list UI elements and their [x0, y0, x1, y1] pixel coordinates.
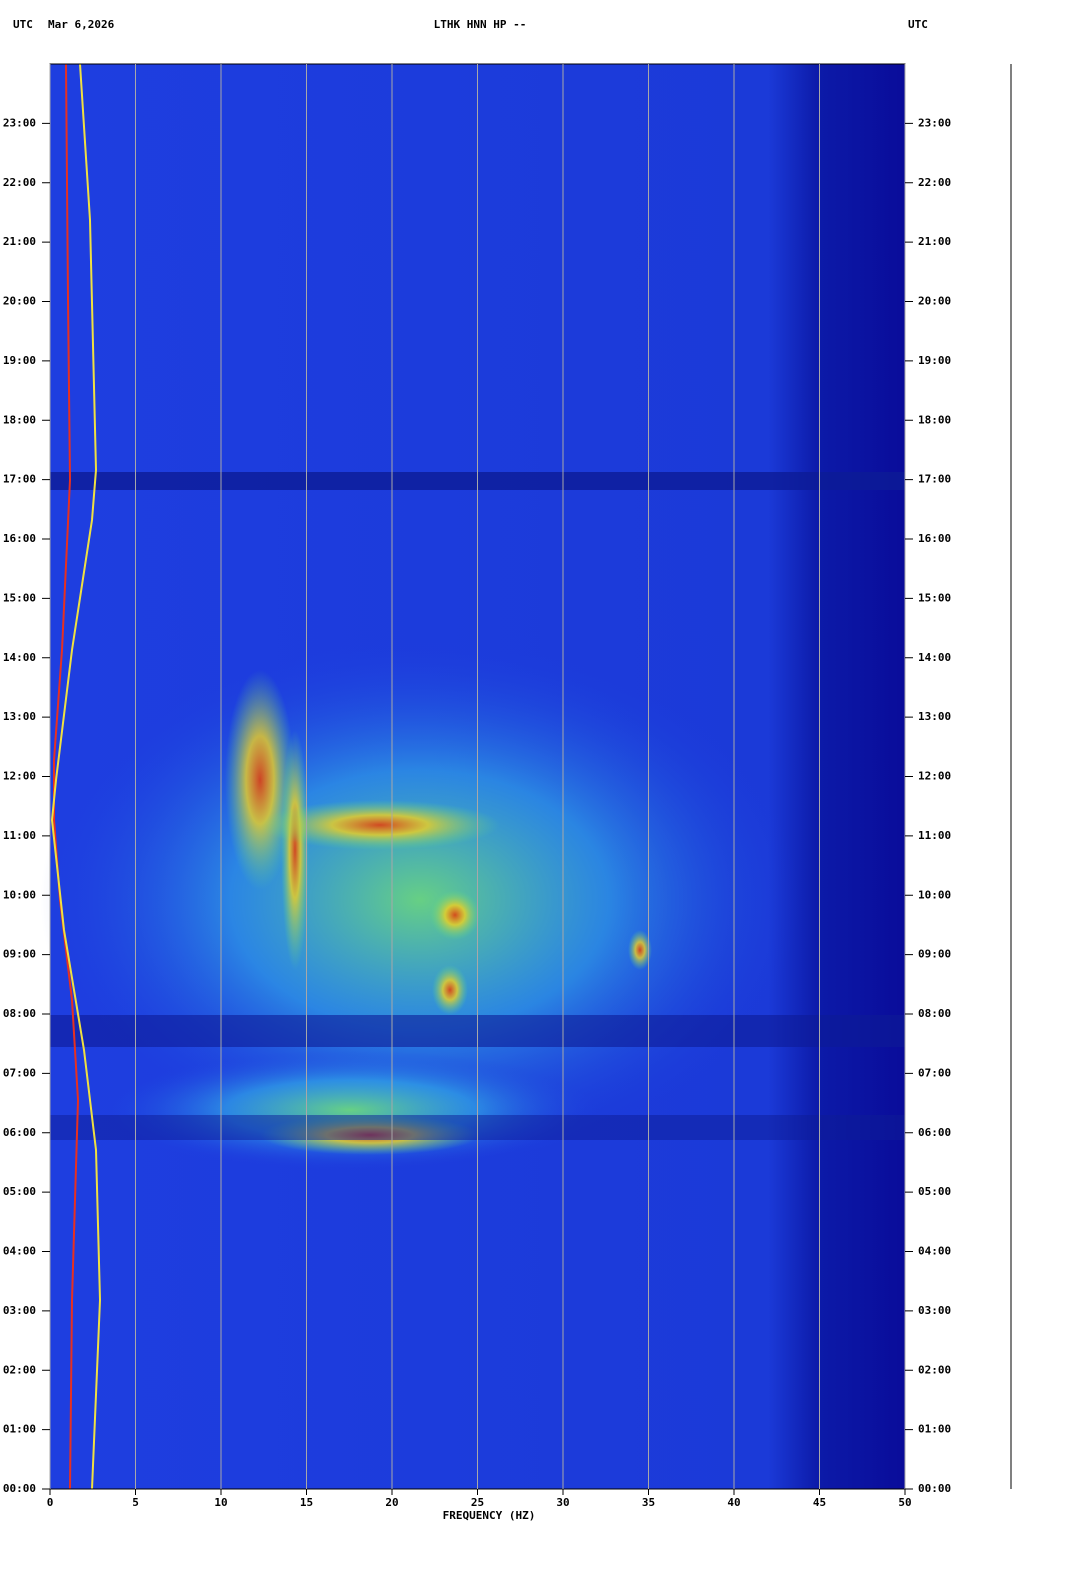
x-tick-label: 40 — [727, 1496, 740, 1509]
x-tick-label: 30 — [556, 1496, 569, 1509]
y-tick-label: 11:00 — [918, 829, 951, 842]
y-tick-label: 06:00 — [3, 1126, 36, 1139]
x-tick-label: 35 — [642, 1496, 655, 1509]
y-tick-label: 03:00 — [918, 1304, 951, 1317]
x-tick-label: 20 — [385, 1496, 398, 1509]
y-tick-label: 16:00 — [918, 532, 951, 545]
y-tick-label: 08:00 — [3, 1007, 36, 1020]
y-tick-label: 10:00 — [918, 888, 951, 901]
y-tick-label: 14:00 — [918, 651, 951, 664]
time-zone: UTC — [13, 18, 33, 31]
x-tick-label: 5 — [132, 1496, 139, 1509]
y-tick-label: 12:00 — [3, 770, 36, 783]
y-tick-label: 05:00 — [3, 1185, 36, 1198]
y-tick-label: 04:00 — [3, 1245, 36, 1258]
y-tick-label: 23:00 — [3, 116, 36, 129]
y-tick-label: 00:00 — [918, 1482, 951, 1495]
x-tick-label: 25 — [471, 1496, 484, 1509]
x-tick-label: 50 — [898, 1496, 911, 1509]
y-tick-label: 12:00 — [918, 770, 951, 783]
spectrogram — [40, 63, 905, 1490]
y-tick-label: 20:00 — [3, 295, 36, 308]
x-axis-label: FREQUENCY (HZ) — [443, 1509, 536, 1522]
energy-region — [260, 800, 500, 850]
y-tick-label: 19:00 — [3, 354, 36, 367]
y-tick-label: 21:00 — [918, 235, 951, 248]
energy-region — [281, 730, 309, 970]
y-tick-label: 06:00 — [918, 1126, 951, 1139]
y-tick-label: 18:00 — [918, 413, 951, 426]
date: Mar 6,2026 — [48, 18, 115, 31]
y-tick-label: 15:00 — [918, 591, 951, 604]
y-tick-label: 05:00 — [918, 1185, 951, 1198]
y-tick-label: 22:00 — [918, 176, 951, 189]
y-tick-label: 16:00 — [3, 532, 36, 545]
y-tick-label: 17:00 — [918, 473, 951, 486]
x-tick-label: 15 — [300, 1496, 313, 1509]
y-tick-label: 21:00 — [3, 235, 36, 248]
y-tick-label: 01:00 — [3, 1423, 36, 1436]
y-tick-label: 14:00 — [3, 651, 36, 664]
y-tick-label: 23:00 — [918, 116, 951, 129]
y-tick-label: 03:00 — [3, 1304, 36, 1317]
y-tick-label: 18:00 — [3, 413, 36, 426]
y-tick-label: 02:00 — [918, 1363, 951, 1376]
time-zone: UTC — [908, 18, 928, 31]
y-tick-label: 09:00 — [918, 948, 951, 961]
y-tick-label: 13:00 — [3, 710, 36, 723]
y-tick-label: 13:00 — [918, 710, 951, 723]
y-tick-label: 04:00 — [918, 1245, 951, 1258]
y-tick-label: 10:00 — [3, 888, 36, 901]
y-tick-label: 09:00 — [3, 948, 36, 961]
y-tick-label: 02:00 — [3, 1363, 36, 1376]
y-tick-label: 08:00 — [918, 1007, 951, 1020]
y-tick-label: 20:00 — [918, 295, 951, 308]
y-tick-label: 17:00 — [3, 473, 36, 486]
y-tick-label: 01:00 — [918, 1423, 951, 1436]
y-tick-label: 00:00 — [3, 1482, 36, 1495]
chart-title: LTHK HNN HP -- — [434, 18, 527, 31]
energy-region — [628, 930, 652, 970]
y-tick-label: 07:00 — [918, 1066, 951, 1079]
energy-region — [432, 965, 468, 1015]
energy-region — [430, 890, 480, 940]
x-tick-label: 45 — [813, 1496, 826, 1509]
y-tick-label: 19:00 — [918, 354, 951, 367]
y-tick-label: 11:00 — [3, 829, 36, 842]
y-tick-label: 07:00 — [3, 1066, 36, 1079]
x-tick-label: 0 — [47, 1496, 54, 1509]
spectral-line — [50, 63, 102, 1490]
spectral-line — [53, 63, 80, 1490]
x-tick-label: 10 — [214, 1496, 227, 1509]
y-tick-label: 22:00 — [3, 176, 36, 189]
y-tick-label: 15:00 — [3, 591, 36, 604]
